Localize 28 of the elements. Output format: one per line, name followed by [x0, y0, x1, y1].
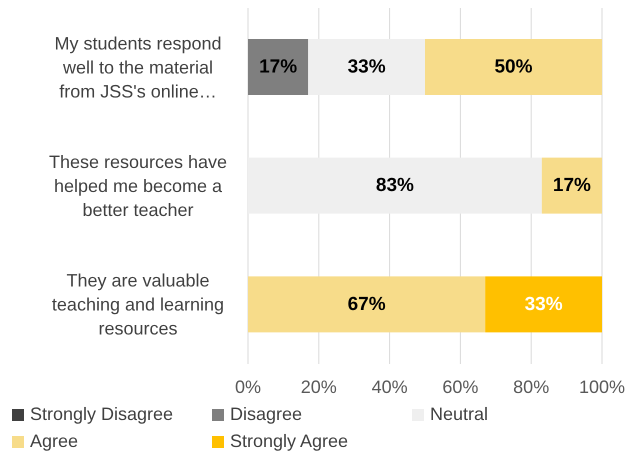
legend-label: Disagree — [230, 404, 302, 425]
bar — [425, 39, 602, 95]
legend-label: Strongly Agree — [230, 431, 348, 452]
data-label: 83% — [376, 175, 414, 196]
data-label: 50% — [494, 56, 533, 78]
data-label: 67% — [348, 294, 386, 315]
x-tick-label: 0% — [234, 376, 262, 397]
x-tick-label: 40% — [372, 376, 408, 397]
legend-label: Agree — [30, 431, 78, 452]
bar — [485, 276, 602, 332]
x-tick-label: 100% — [578, 376, 626, 397]
x-tick-label: 60% — [442, 376, 478, 397]
legend-label: Neutral — [430, 404, 488, 425]
x-tick-label: 20% — [300, 376, 337, 397]
bar — [542, 158, 602, 214]
bar — [248, 39, 308, 95]
bar — [248, 158, 542, 214]
legend-label: Strongly Disagree — [30, 404, 174, 425]
data-label: 17% — [552, 175, 592, 196]
y-tick-label: These resources have helped me become a better teacher — [48, 152, 228, 220]
x-tick-label: 80% — [513, 376, 550, 397]
bar — [248, 276, 486, 332]
data-label: 33% — [348, 56, 386, 78]
data-label: 17% — [259, 56, 298, 78]
y-tick-label: My students respond well to the material from JSS's online… — [54, 33, 222, 102]
y-tick-label: They are valuable teaching and learning resources — [52, 270, 224, 339]
bar — [308, 39, 425, 95]
data-label: 33% — [524, 294, 563, 315]
